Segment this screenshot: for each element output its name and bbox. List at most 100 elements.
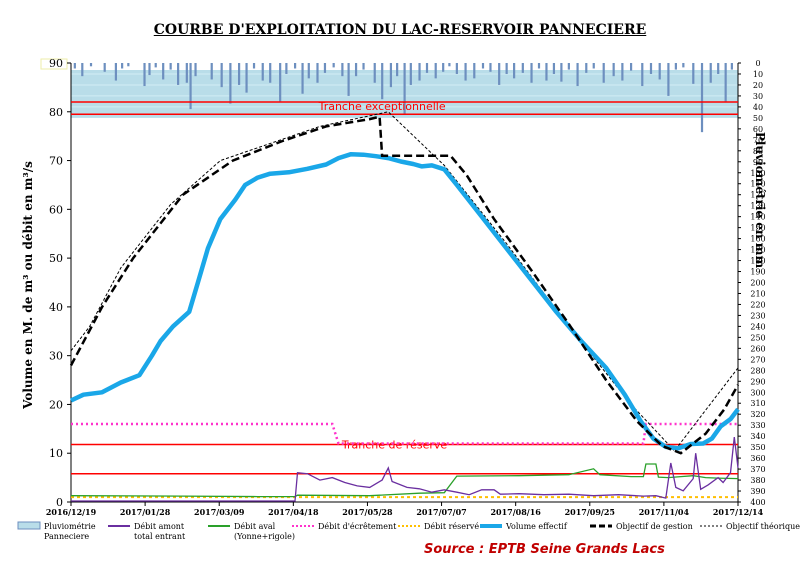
legend-label: total entrant [134,532,186,541]
y2-tick-label: 30 [753,92,763,101]
pluvio-bar [229,63,232,104]
y-tick-label: 10 [49,447,63,460]
pluvio-bar [285,63,288,74]
pluvio-bar [649,63,653,74]
series-debit-ecretement [71,422,738,445]
y2-tick-label: 240 [750,322,765,331]
legend-label: Débit amont [134,522,185,531]
legend-label: Débit aval [234,522,276,531]
x-tick-label: 2017/01/28 [120,507,171,517]
pluvio-bar [354,63,358,77]
pluvio-bar [409,63,412,85]
series-debit-aval [70,463,739,498]
pluvio-bar [81,63,84,77]
y-tick-label: 60 [49,203,63,216]
pluvio-bar [316,63,319,83]
pluvio-bar [323,63,327,73]
legend-label: (Yonne+rigole) [234,532,295,541]
y2-tick-label: 170 [750,246,765,255]
pluvio-bar [73,63,76,69]
pluvio-bar [612,63,615,77]
pluvio-bar [114,63,117,81]
y2-tick-label: 320 [750,410,765,419]
pluvio-bar [332,63,335,68]
y2-tick-label: 360 [750,454,765,463]
legend-label: Volume effectif [505,522,568,531]
y-tick-label: 90 [49,57,63,70]
pluvio-bar [220,63,223,88]
legend-label: Objectif théorique [726,522,800,531]
pluvio-bar [505,63,508,74]
pluvio-bar [210,63,213,80]
pluvio-bar [537,63,541,69]
y2-tick-label: 270 [750,355,765,364]
pluvio-bar [585,63,588,73]
y2-tick-label: 120 [750,191,765,200]
pluvio-bar [103,63,106,72]
series-objectif-theorique [70,111,739,452]
chart-title: COURBE D'EXPLOITATION DU LAC-RESERVOIR P… [153,22,647,38]
pluvio-bar [682,63,685,68]
pluvio-bar [545,63,548,81]
legend-label: Débit réservé [424,522,479,531]
pluvio-bar [709,63,712,83]
series-debit-amont [71,437,739,502]
pluvio-bar [127,63,130,67]
pluvio-bar [521,63,524,73]
x-tick-label: 2017/04/18 [268,507,319,517]
pluvio-bar [293,63,297,69]
y2-tick-label: 130 [750,202,765,211]
pluvio-bar [592,63,595,69]
y2-tick-label: 340 [750,432,765,441]
pluvio-bar [724,63,727,103]
pluvio-bar [674,63,677,70]
pluvio-bar [473,63,476,79]
series-volume-effectif [70,151,740,451]
pluvio-bar [245,63,248,93]
pluvio-bar [464,63,467,81]
annotation-reserve: Tranche de réserve [341,438,447,451]
x-tick-label: 2017/05/28 [342,507,393,517]
pluvio-bar [567,63,570,70]
legend-label: Panneciere [44,532,89,541]
x-tick-label: 2017/03/09 [194,507,245,517]
x-tick-label: 2017/11/04 [639,507,690,517]
pluvio-bar [261,63,264,81]
pluvio-bar [373,63,376,83]
y-tick-label: 70 [49,155,63,168]
y2-tick-label: 310 [750,399,765,408]
y-tick-label: 20 [49,398,63,411]
pluvio-bar [481,63,485,69]
legend-label: Débit d'écrêtement [318,522,397,531]
y2-tick-label: 400 [750,498,765,507]
pluvio-bar [279,63,282,102]
y2-tick-label: 190 [750,268,765,277]
pluvio-bar [237,63,241,85]
pluvio-bar [692,63,695,84]
y2-tick-label: 90 [753,158,763,167]
y-tick-label: 50 [49,252,63,265]
pluvio-bar [347,63,350,96]
pluvio-bar [629,63,633,71]
pluvio-bar [381,63,384,100]
y2-tick-label: 110 [750,180,765,189]
pluvio-bar [307,63,310,79]
y2-tick-label: 390 [750,487,765,496]
y2-tick-label: 300 [750,388,765,397]
pluvio-bar [448,63,451,67]
x-tick-label: 2017/08/16 [490,507,541,517]
pluvio-bar [121,63,124,69]
pluvio-bar [576,63,579,87]
legend-swatch [17,521,41,530]
y2-tick-label: 70 [753,136,763,145]
y2-tick-label: 180 [750,257,765,266]
pluvio-bar [621,63,624,81]
y-tick-label: 30 [49,350,63,363]
pluvio-bar [552,63,556,74]
pluvio-bar [403,63,406,114]
y2-tick-label: 350 [750,443,765,452]
x-tick-label: 2017/07/07 [416,507,466,517]
series-objectif-gestion [69,115,740,455]
pluvio-bar [269,63,272,83]
